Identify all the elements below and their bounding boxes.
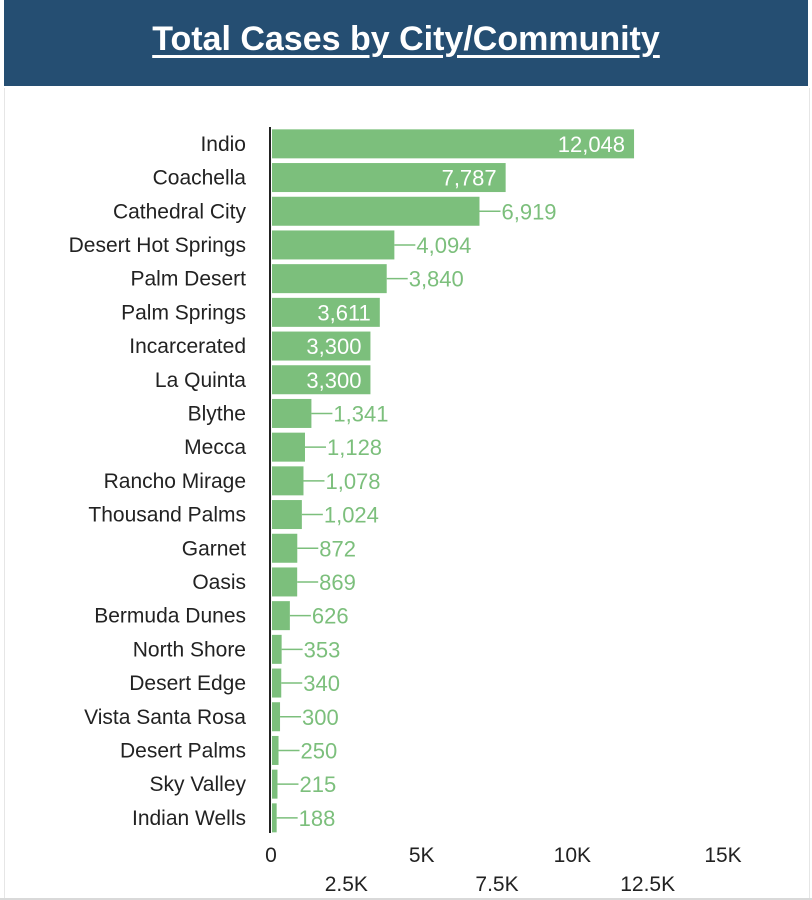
- category-label: Incarcerated: [129, 335, 246, 358]
- data-label: 3,840: [409, 267, 464, 292]
- category-label: Palm Springs: [121, 301, 246, 324]
- x-tick-label: 12.5K: [620, 873, 675, 896]
- category-label: Sky Valley: [150, 773, 247, 796]
- bar[interactable]: [272, 230, 395, 260]
- category-label: Bermuda Dunes: [94, 605, 246, 628]
- data-label: 353: [304, 637, 341, 662]
- bar[interactable]: [272, 533, 298, 563]
- category-label: Mecca: [184, 436, 246, 459]
- data-label: 188: [299, 806, 336, 831]
- category-label: Blythe: [188, 402, 246, 425]
- data-label: 7,787: [442, 166, 497, 191]
- data-label: 6,919: [501, 199, 556, 224]
- x-tick-label: 5K: [409, 844, 435, 867]
- data-label: 1,128: [327, 435, 382, 460]
- category-label: Desert Hot Springs: [69, 234, 246, 257]
- category-label: Oasis: [192, 571, 246, 594]
- data-label: 340: [303, 671, 340, 696]
- category-label: Garnet: [182, 537, 246, 560]
- bar[interactable]: [272, 735, 279, 765]
- bar[interactable]: [272, 264, 387, 294]
- bar[interactable]: [272, 297, 380, 327]
- category-label: La Quinta: [155, 369, 246, 392]
- category-label: Cathedral City: [113, 200, 247, 223]
- bar[interactable]: [272, 466, 304, 496]
- bar[interactable]: [272, 567, 298, 597]
- category-label: Indian Wells: [132, 807, 246, 830]
- category-label: Vista Santa Rosa: [84, 706, 246, 729]
- bar[interactable]: [272, 365, 371, 395]
- bar[interactable]: [272, 702, 281, 732]
- bottom-divider: [0, 898, 812, 900]
- bar[interactable]: [272, 196, 480, 226]
- data-label: 1,341: [333, 401, 388, 426]
- x-tick-label: 10K: [554, 844, 591, 867]
- bar[interactable]: [272, 803, 277, 833]
- category-label: North Shore: [133, 638, 246, 661]
- bar[interactable]: [272, 432, 305, 462]
- chart-title: Total Cases by City/Community: [152, 19, 660, 58]
- category-label: Rancho Mirage: [104, 470, 246, 493]
- title-banner: Total Cases by City/Community: [4, 0, 808, 86]
- bar[interactable]: [272, 601, 290, 631]
- data-label: 12,048: [558, 132, 625, 157]
- category-label: Desert Edge: [129, 672, 246, 695]
- bar[interactable]: [272, 769, 278, 799]
- bar[interactable]: [272, 129, 635, 159]
- data-label: 3,611: [317, 300, 370, 325]
- data-label: 3,300: [306, 368, 361, 393]
- bar[interactable]: [272, 500, 302, 530]
- data-label: 215: [299, 772, 336, 797]
- x-tick-label: 2.5K: [325, 873, 368, 896]
- bar[interactable]: [272, 398, 312, 428]
- category-label: Desert Palms: [120, 739, 246, 762]
- x-tick-label: 0: [265, 844, 277, 867]
- data-label: 626: [312, 604, 349, 629]
- category-label: Thousand Palms: [88, 504, 246, 527]
- x-axis-ticks: 0 5K 10K 15K 2.5K 7.5K 12.5K: [265, 844, 742, 896]
- data-label: 1,024: [324, 503, 379, 528]
- x-tick-label: 7.5K: [475, 873, 518, 896]
- category-label: Indio: [200, 133, 246, 156]
- category-label: Palm Desert: [130, 268, 246, 291]
- bar[interactable]: [272, 163, 506, 193]
- category-labels: Indio Coachella Cathedral City Desert Hot S…: [69, 133, 247, 830]
- x-tick-label: 15K: [704, 844, 741, 867]
- bars: [272, 129, 635, 833]
- data-label: 1,078: [325, 469, 380, 494]
- bar[interactable]: [272, 331, 371, 361]
- bar[interactable]: [272, 634, 282, 664]
- bar[interactable]: [272, 668, 282, 698]
- data-label: 4,094: [416, 233, 471, 258]
- category-label: Coachella: [153, 167, 247, 190]
- data-label: 250: [301, 738, 338, 763]
- data-label: 869: [319, 570, 356, 595]
- data-label: 300: [302, 705, 339, 730]
- data-label: 872: [319, 536, 356, 561]
- data-label: 3,300: [306, 334, 361, 359]
